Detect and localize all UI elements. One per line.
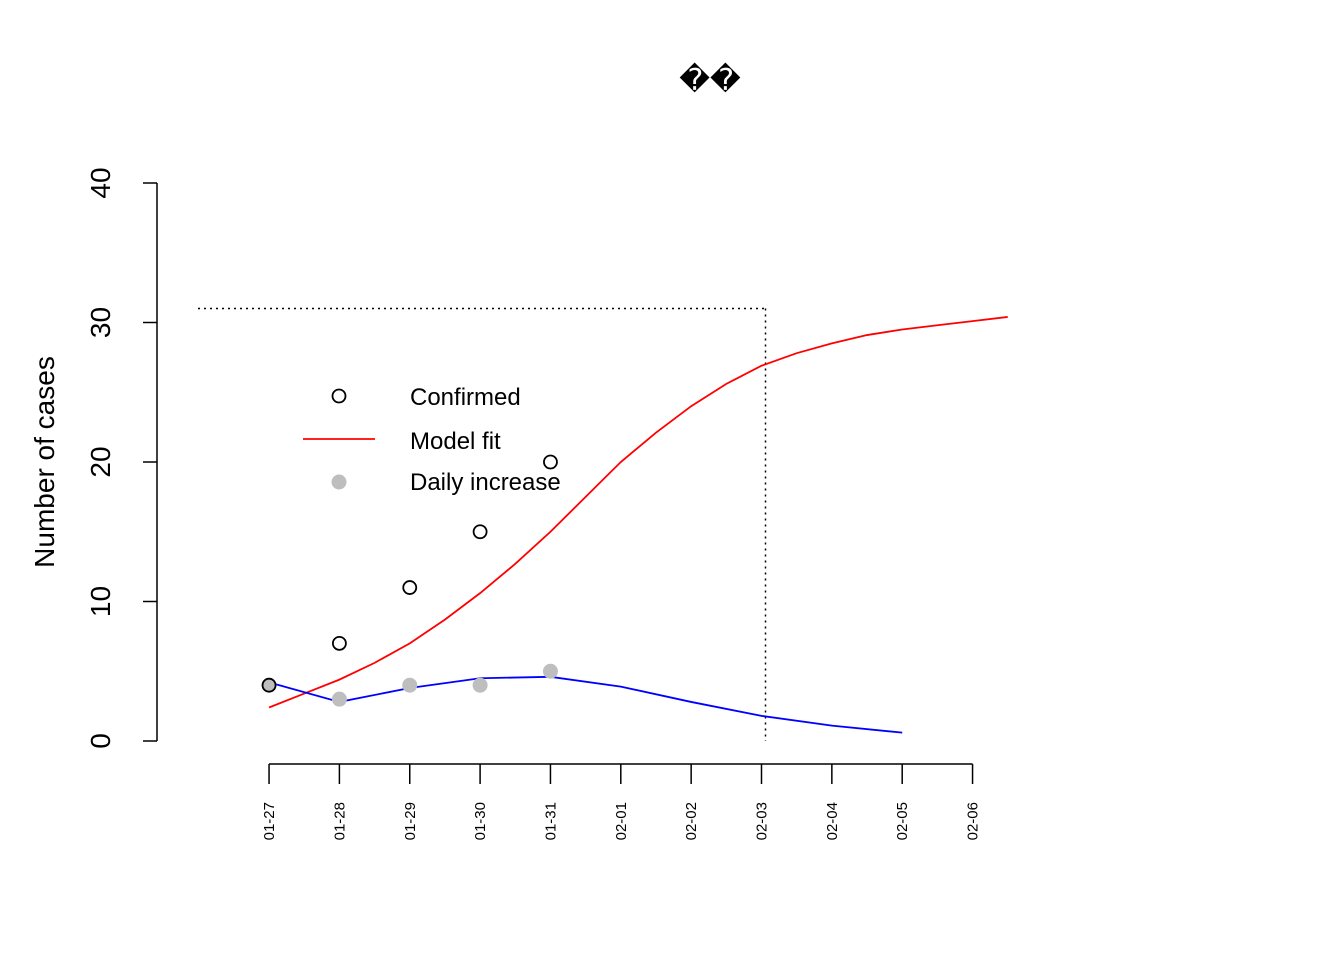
confirmed-point <box>331 635 347 651</box>
daily-increase-point <box>472 677 488 693</box>
legend-item-confirmed: Confirmed <box>331 384 521 411</box>
x-tick-label: 02-01 <box>613 802 630 840</box>
daily-increase-point <box>261 677 277 693</box>
confirmed-point <box>472 524 488 540</box>
confirmed-point <box>261 677 277 693</box>
y-tick-label: 10 <box>85 586 116 617</box>
x-tick-label: 01-29 <box>402 802 419 840</box>
x-tick-label: 01-31 <box>542 802 559 840</box>
x-tick-label: 01-30 <box>472 802 489 840</box>
confirmed-point <box>543 454 558 470</box>
series-line <box>268 675 903 734</box>
series-layer <box>261 316 1008 734</box>
daily-increase-point <box>331 691 347 707</box>
y-tick-label: 0 <box>85 733 116 749</box>
legend: Confirmed Model fit Daily increase <box>303 384 561 496</box>
legend-label: Daily increase <box>410 469 561 496</box>
daily-increase-point <box>542 663 558 679</box>
x-tick-label: 02-02 <box>683 802 700 840</box>
legend-symbol <box>331 388 347 404</box>
y-tick-label: 30 <box>85 307 116 338</box>
series-daily-trend <box>268 675 903 734</box>
series-daily-increase <box>261 663 558 707</box>
y-axis: 0 10 20 30 40 <box>85 167 158 749</box>
legend-label: Model fit <box>410 428 501 455</box>
chart-title: �� <box>679 62 741 97</box>
y-tick-label: 40 <box>85 167 116 198</box>
reference-lines <box>198 307 767 741</box>
legend-label: Confirmed <box>410 384 521 411</box>
x-tick-label: 01-27 <box>261 802 278 840</box>
series-model-fit <box>268 316 1008 709</box>
legend-item-model-fit: Model fit <box>303 428 501 455</box>
daily-increase-point <box>402 677 418 693</box>
x-tick-label: 02-06 <box>965 802 982 840</box>
x-axis: 01-27 01-28 01-29 01-30 01-31 02-01 02-02 02-03… <box>261 763 982 840</box>
legend-item-daily-increase: Daily increase <box>331 469 561 496</box>
x-tick-label: 01-28 <box>331 802 348 840</box>
y-tick-label: 20 <box>85 446 116 477</box>
y-axis-title: Number of cases <box>29 356 60 568</box>
legend-symbol <box>331 474 347 490</box>
x-tick-label: 02-05 <box>894 802 911 840</box>
series-confirmed <box>261 454 558 693</box>
x-tick-label: 02-03 <box>754 802 771 840</box>
confirmed-point <box>402 580 418 595</box>
series-line <box>268 316 1008 709</box>
x-tick-label: 02-04 <box>824 802 841 840</box>
